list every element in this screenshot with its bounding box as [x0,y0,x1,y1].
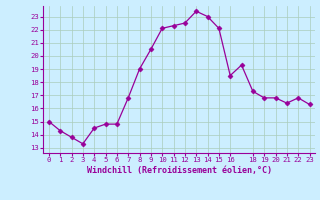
X-axis label: Windchill (Refroidissement éolien,°C): Windchill (Refroidissement éolien,°C) [87,166,272,175]
